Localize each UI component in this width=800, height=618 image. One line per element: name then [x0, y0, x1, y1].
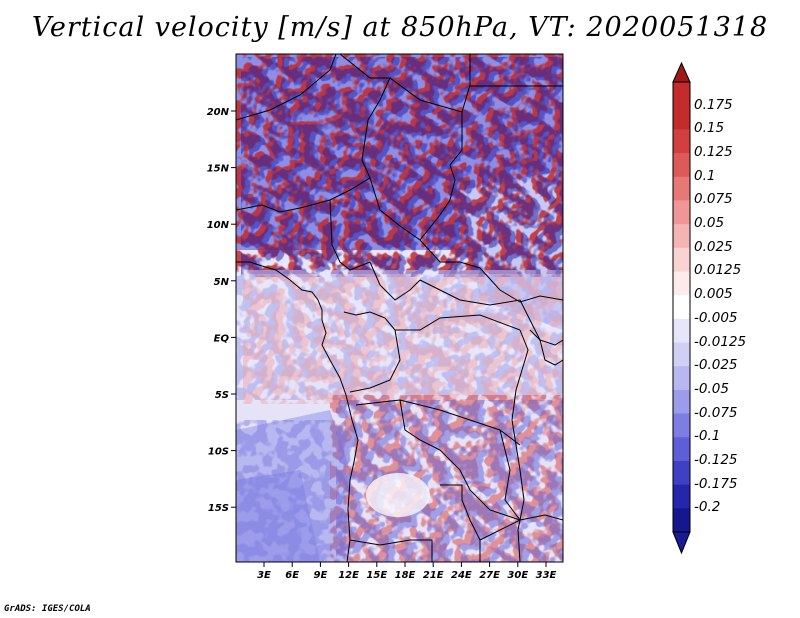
lat-label: 5S	[215, 390, 229, 401]
colorbar-label: -0.075	[694, 404, 738, 421]
colorbar-label: -0.125	[694, 451, 738, 468]
lon-label: 27E	[479, 570, 500, 581]
colorbar-swatch	[673, 318, 690, 344]
colorbar-swatch	[673, 484, 690, 509]
lat-label: EQ	[214, 333, 230, 344]
colorbar-swatch	[673, 82, 690, 107]
colorbar-label: 0.025	[694, 238, 733, 255]
colorbar-label: -0.175	[694, 475, 738, 492]
lat-label: 15N	[207, 164, 230, 175]
lon-label: 24E	[451, 570, 472, 581]
grads-credit: GrADS: IGES/COLA	[4, 604, 91, 614]
lon-label: 33E	[536, 570, 557, 581]
colorbar-swatch	[673, 247, 690, 272]
lon-label: 30E	[507, 570, 528, 581]
colorbar-label: -0.025	[694, 357, 738, 374]
lon-label: 18E	[395, 570, 416, 581]
colorbar-top-arrow	[672, 61, 691, 83]
colorbar-swatch	[673, 508, 690, 533]
colorbar-label: 0.175	[694, 96, 733, 113]
plot-frame	[235, 53, 564, 563]
country-borders	[236, 54, 563, 562]
colorbar-swatch	[673, 105, 690, 130]
colorbar	[672, 61, 691, 555]
colorbar-swatch	[673, 437, 690, 462]
colorbar-label: 0.0125	[694, 262, 742, 279]
lat-label: 20N	[207, 107, 230, 118]
colorbar-bottom-arrow	[672, 531, 691, 555]
lat-label: 15S	[208, 503, 229, 514]
colorbar-label: -0.1	[694, 428, 721, 445]
colorbar-swatch	[673, 460, 690, 486]
lon-label: 3E	[257, 570, 271, 581]
map-title: Vertical velocity [m/s] at 850hPa, VT: 2…	[31, 12, 769, 43]
colorbar-swatch	[673, 153, 690, 178]
colorbar-swatch	[673, 342, 690, 367]
colorbar-swatch	[673, 224, 690, 249]
colorbar-label: 0.005	[694, 286, 733, 303]
colorbar-label: 0.15	[694, 120, 725, 137]
lon-label: 9E	[314, 570, 328, 581]
colorbar-swatch	[673, 366, 690, 391]
colorbar-frame	[672, 81, 691, 533]
colorbar-swatch	[673, 295, 690, 320]
lon-label: 15E	[366, 570, 387, 581]
map-field	[236, 54, 563, 562]
colorbar-label: -0.005	[694, 309, 738, 326]
lon-label: 6E	[285, 570, 299, 581]
colorbar-swatch	[673, 176, 690, 201]
colorbar-label: -0.2	[694, 499, 721, 516]
colorbar-swatch	[673, 200, 690, 225]
lon-label: 21E	[423, 570, 444, 581]
lat-label: 10N	[207, 220, 230, 231]
colorbar-swatch	[673, 389, 690, 415]
colorbar-label: 0.075	[694, 191, 733, 208]
axis-ticks: 20N 15N 10N 5N EQ 5S 10S 15S 3E 6E 9E 12E 15E 18E 21E 2…	[207, 107, 557, 581]
colorbar-label: 0.125	[694, 144, 733, 161]
colorbar-swatch	[673, 413, 690, 438]
colorbar-label: 0.1	[694, 167, 716, 184]
colorbar-swatch	[673, 271, 690, 296]
colorbar-label: 0.05	[694, 215, 725, 232]
colorbar-swatch	[673, 129, 690, 154]
colorbar-label: -0.05	[694, 380, 729, 397]
lon-label: 12E	[338, 570, 359, 581]
lat-label: 10S	[208, 447, 229, 458]
colorbar-label: -0.0125	[694, 333, 747, 350]
lat-label: 5N	[214, 277, 230, 288]
